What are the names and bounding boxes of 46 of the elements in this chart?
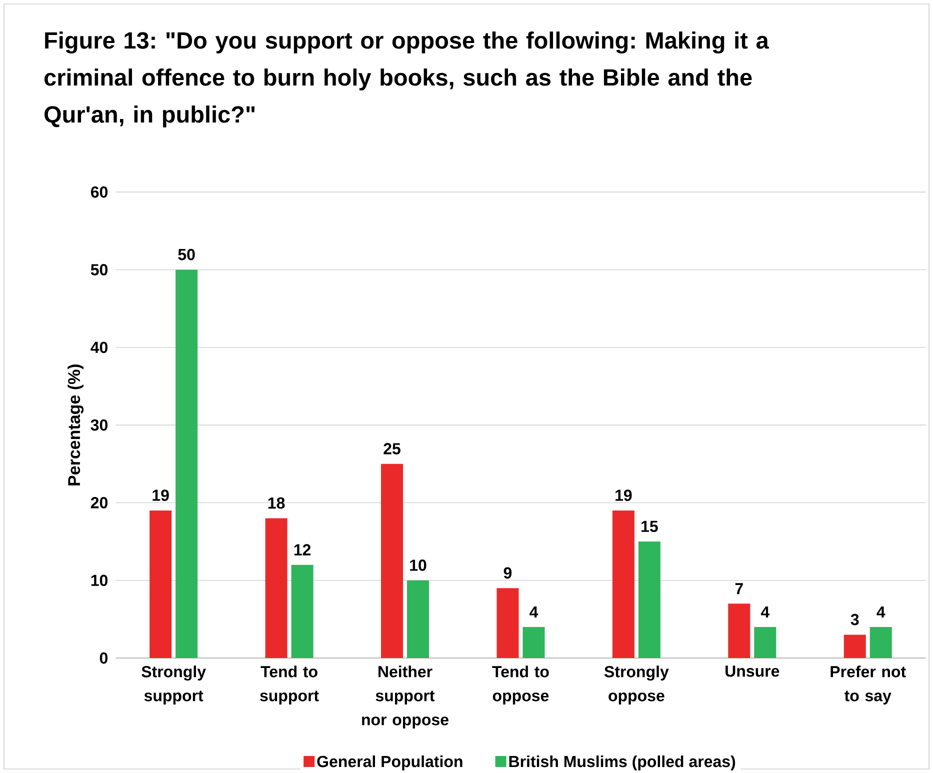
y-tick-label: 30 <box>90 419 108 431</box>
data-label: 50 <box>178 248 195 260</box>
x-tick-label: Strongly support <box>142 666 206 705</box>
x-tick-label: Neither support nor oppose <box>362 666 448 729</box>
x-tick-label: Tend to oppose <box>492 666 549 705</box>
bar <box>754 626 776 658</box>
data-label: 18 <box>268 497 285 509</box>
legend-label: British Muslims (polled areas) <box>509 755 736 770</box>
bar <box>291 564 314 658</box>
bar <box>870 626 892 658</box>
data-label: 4 <box>876 606 886 618</box>
x-tick-label: Tend to support <box>260 666 319 705</box>
data-label: 10 <box>410 560 426 571</box>
x-tick-label: Strongly oppose <box>604 666 669 705</box>
x-tick-label: Prefer not to say <box>830 666 906 705</box>
bar <box>638 542 660 658</box>
legend-label: General Population <box>317 755 462 770</box>
data-label: 25 <box>384 443 400 454</box>
data-label: 19 <box>616 490 632 501</box>
data-label: 19 <box>152 490 169 501</box>
y-tick-label: 10 <box>91 574 108 586</box>
data-label: 7 <box>735 583 743 594</box>
chart-title: Figure 13: "Do you support or oppose the following: Making it a criminal offence to burn holy books, such as the Bible and the Qur'an, in public?" <box>44 32 769 128</box>
bar <box>612 510 634 658</box>
bar <box>728 604 750 658</box>
bar <box>407 580 430 658</box>
data-label: 15 <box>642 520 658 532</box>
data-label: 9 <box>504 567 512 579</box>
bar <box>522 626 545 658</box>
bar <box>265 518 288 658</box>
y-tick-label: 40 <box>90 342 108 354</box>
data-label: 3 <box>850 614 859 626</box>
y-axis-title: Percentage (%) <box>68 364 84 486</box>
bar <box>176 270 198 658</box>
x-tick-label: Unsure <box>726 666 780 677</box>
y-tick-label: 60 <box>90 186 108 198</box>
data-label: 4 <box>530 606 538 618</box>
y-tick-label: 50 <box>90 264 108 276</box>
data-label: 12 <box>294 544 311 556</box>
bar <box>496 588 519 658</box>
bar <box>381 464 404 658</box>
bar <box>150 510 172 658</box>
y-tick-label: 20 <box>90 497 108 508</box>
data-label: 4 <box>760 606 770 618</box>
bar <box>844 634 866 658</box>
y-tick-label: 0 <box>100 652 108 664</box>
